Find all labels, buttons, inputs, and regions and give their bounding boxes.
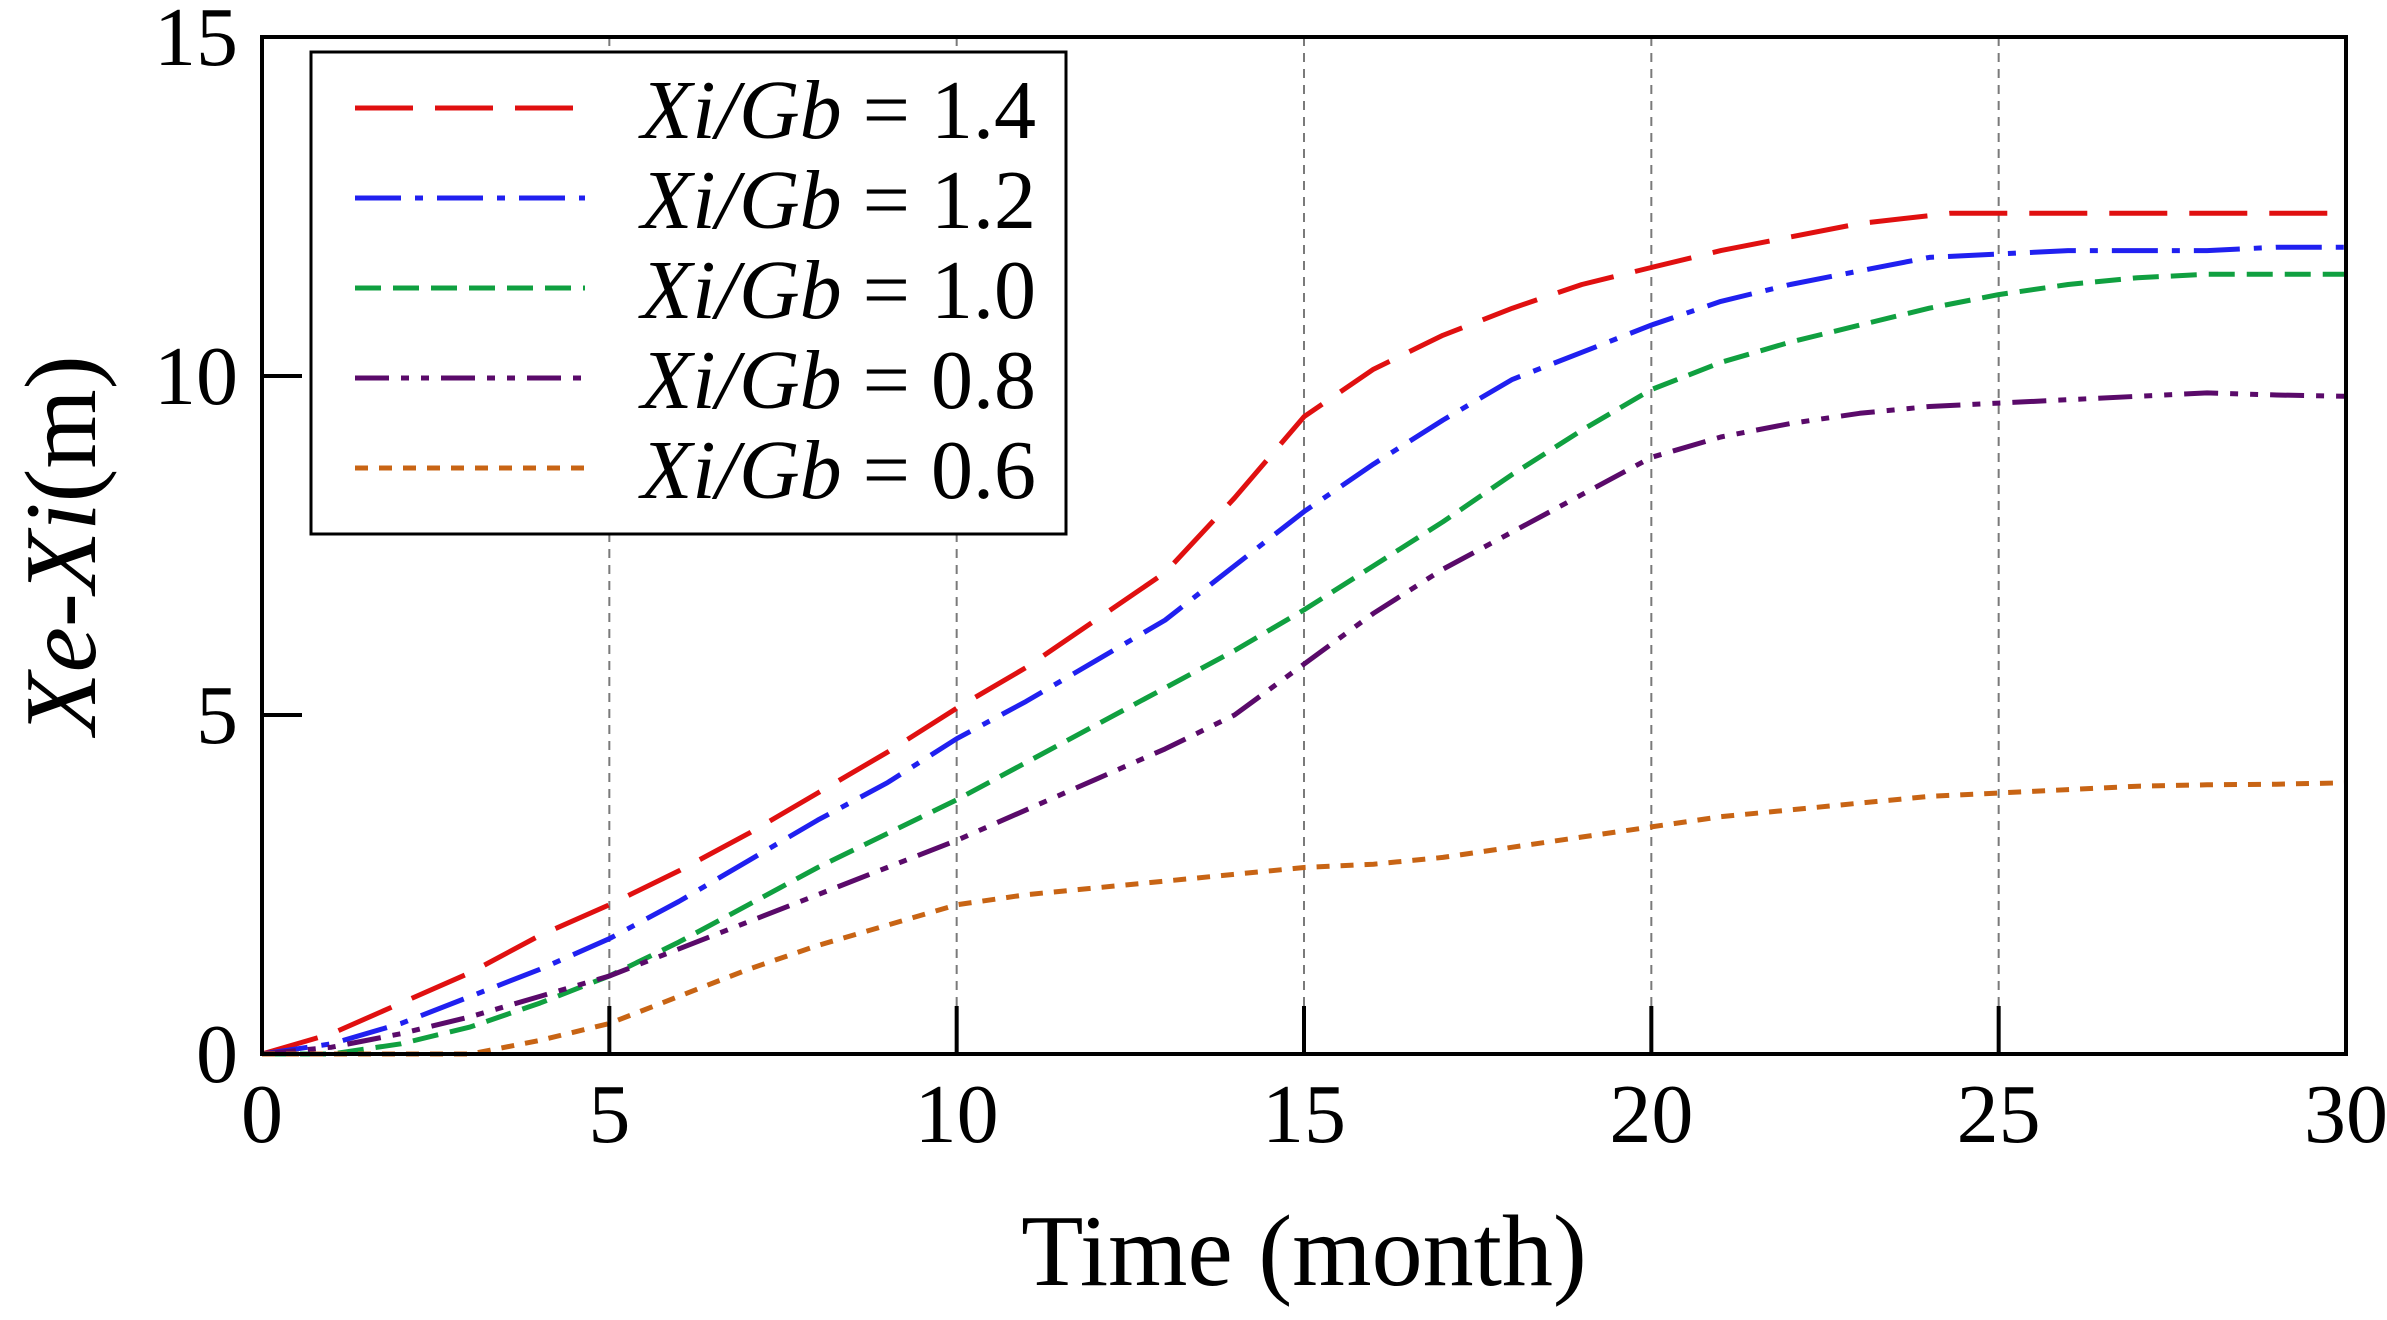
y-axis-label-variable: Xe-Xi: [5, 503, 118, 739]
legend-label-variable: Xi/Gb: [638, 424, 842, 517]
series-line-06: [262, 780, 2347, 1057]
legend-label-variable: Xi/Gb: [638, 154, 842, 247]
legend-label-variable: Xi/Gb: [638, 64, 842, 157]
legend-label-08: Xi/Gb = 0.8: [638, 334, 1036, 427]
legend-label-value: = 1.2: [842, 154, 1036, 247]
legend-label-value: = 1.4: [842, 64, 1036, 157]
legend-label-variable: Xi/Gb: [638, 244, 842, 337]
y-tick-label: 15: [154, 0, 238, 84]
series-line-14: [261, 210, 2346, 1057]
y-tick-label: 0: [196, 1008, 238, 1101]
x-tick-label: 0: [241, 1068, 283, 1161]
x-tick-label: 20: [1609, 1068, 1693, 1161]
x-tick-label: 10: [915, 1068, 999, 1161]
legend: Xi/Gb = 1.4Xi/Gb = 1.2Xi/Gb = 1.0Xi/Gb =…: [309, 50, 1068, 536]
y-tick-label: 10: [154, 330, 238, 423]
legend-label-10: Xi/Gb = 1.0: [638, 244, 1036, 337]
legend-label-12: Xi/Gb = 1.2: [638, 154, 1036, 247]
series-line-08: [261, 390, 2347, 1057]
x-tick-label: 25: [1957, 1068, 2041, 1161]
series-layer: [261, 210, 2347, 1057]
x-tick-label: 15: [1262, 1068, 1346, 1161]
series-line-12: [261, 244, 2346, 1057]
x-tick-label: 30: [2304, 1068, 2387, 1161]
x-axis-label: Time (month): [1021, 1195, 1587, 1308]
y-axis-label: Xe-Xi(m): [5, 355, 118, 738]
tick-layer: 0 5 10 15 20 25 30 0 5 10 15: [154, 0, 2387, 1161]
y-tick-label: 5: [196, 669, 238, 762]
legend-label-variable: Xi/Gb: [638, 334, 842, 427]
legend-box: [309, 50, 1068, 536]
legend-entries: Xi/Gb = 1.4Xi/Gb = 1.2Xi/Gb = 1.0Xi/Gb =…: [355, 64, 1036, 517]
legend-label-value: = 1.0: [842, 244, 1036, 337]
legend-label-14: Xi/Gb = 1.4: [638, 64, 1036, 157]
legend-label-value: = 0.8: [842, 334, 1036, 427]
legend-label-06: Xi/Gb = 0.6: [638, 424, 1036, 517]
y-axis-label-unit: (m): [5, 355, 118, 502]
x-tick-label: 5: [588, 1068, 630, 1161]
legend-label-value: = 0.6: [842, 424, 1036, 517]
